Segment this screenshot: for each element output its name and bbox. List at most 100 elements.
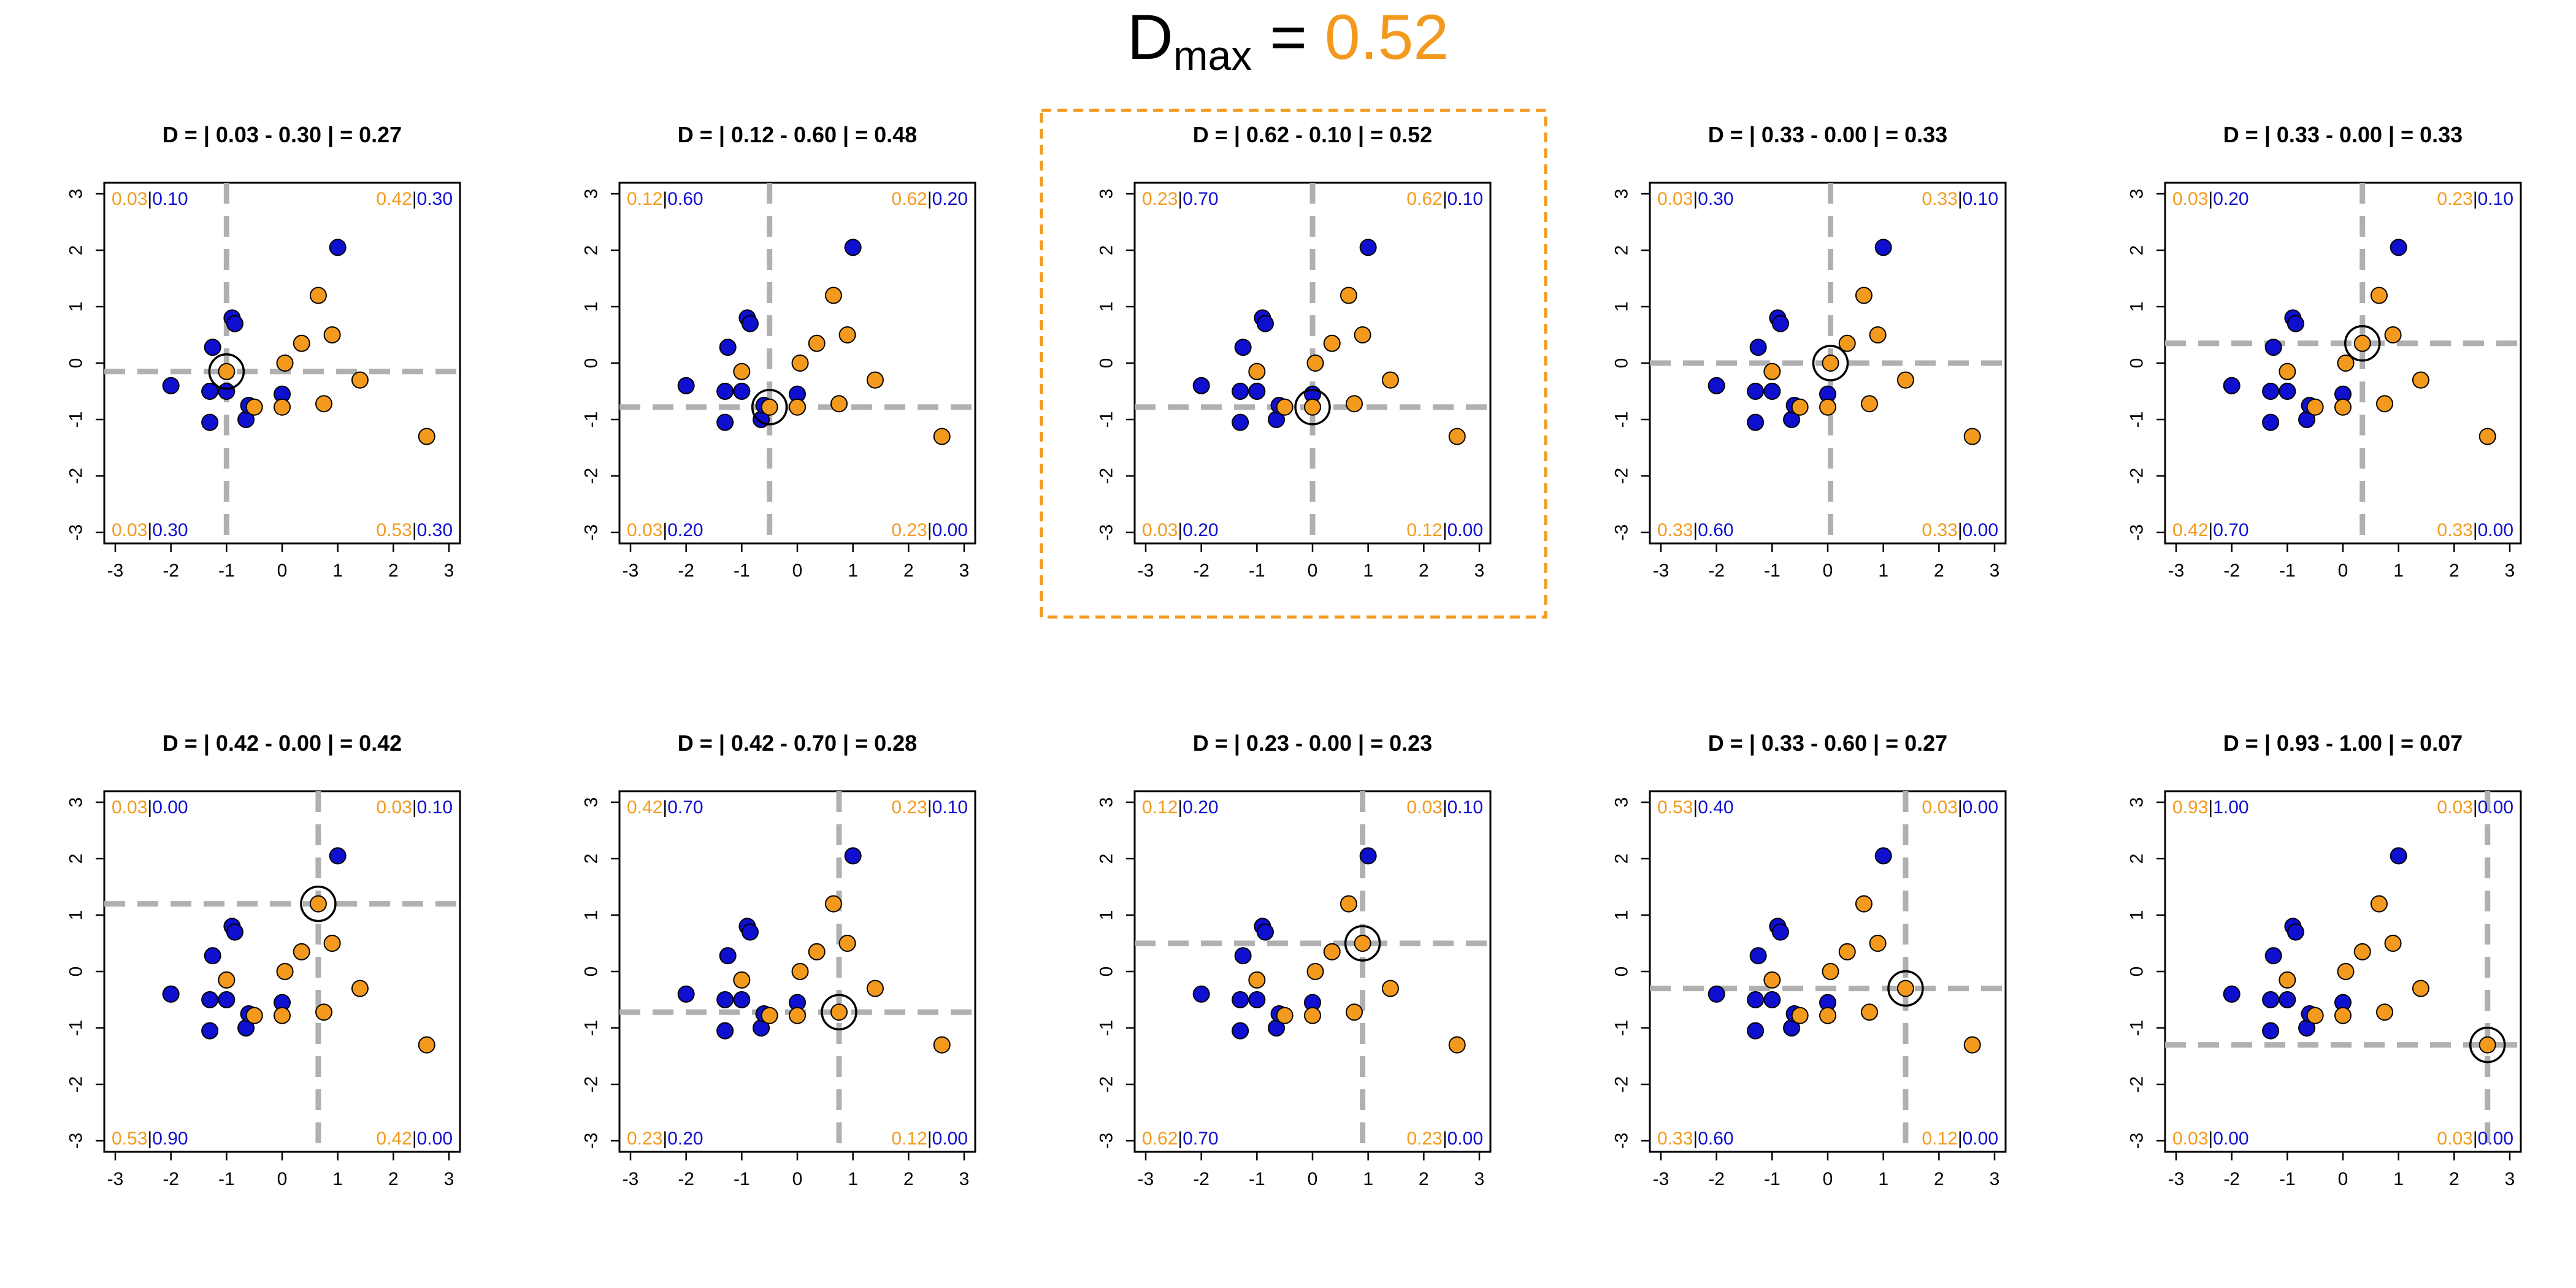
y-tick-label: 1: [2127, 302, 2147, 312]
blue-point: [2264, 339, 2282, 356]
blue-point: [1359, 847, 1377, 865]
quadrant-orange-fraction: 0.53: [112, 1129, 147, 1149]
orange-point: [838, 326, 856, 343]
orange-point: [733, 362, 751, 380]
quadrant-orange-fraction: 0.23: [1142, 189, 1178, 209]
quadrant-blue-fraction: 0.20: [2213, 189, 2248, 209]
orange-point: [1963, 427, 1981, 445]
x-tick-label: -1: [1249, 1169, 1265, 1189]
y-tick-label: 3: [66, 189, 86, 199]
panel-2: D = | 0.12 - 0.60 | = 0.48 -3 -2 -1 0 1 2 3 -3 -2…: [581, 122, 976, 581]
quadrant-orange-fraction: 0.03: [1657, 189, 1693, 209]
origin-marker: [751, 389, 788, 426]
x-tick-label: 0: [1308, 1169, 1318, 1189]
y-tick-label: -1: [1097, 412, 1117, 428]
y-tick-label: 3: [1612, 189, 1632, 199]
quadrant-tr-label: 0.42|0.30: [376, 189, 453, 209]
orange-point: [1869, 326, 1887, 343]
y-tick-label: 1: [581, 910, 602, 921]
panel-9: D = | 0.33 - 0.60 | = 0.27 -3 -2 -1 0 1 2 3 -3 -2…: [1612, 730, 2007, 1189]
quadrant-separator: |: [2473, 797, 2478, 818]
quadrant-br-label: 0.03|0.00: [2437, 1129, 2513, 1149]
orange-point: [1791, 398, 1809, 416]
orange-point: [2384, 326, 2402, 343]
orange-point: [1855, 895, 1873, 913]
y-tick-label: -3: [1612, 1133, 1632, 1149]
orange-point: [1822, 355, 1839, 372]
y-tick-label: -1: [2127, 1020, 2147, 1037]
blue-point: [741, 315, 759, 332]
orange-point: [351, 371, 369, 389]
quadrant-orange-fraction: 0.03: [1922, 797, 1957, 818]
y-tick-label: -1: [581, 1020, 602, 1037]
x-tick-label: 0: [1823, 561, 1833, 581]
blue-point: [162, 377, 180, 394]
x-tick-label: 2: [1934, 561, 1944, 581]
quadrant-separator: |: [927, 797, 932, 818]
quadrant-bl-label: 0.53|0.90: [112, 1129, 188, 1149]
panel-4: D = | 0.33 - 0.00 | = 0.33 -3 -2 -1 0 1 2 3 -3 -2…: [1612, 122, 2007, 581]
blue-point: [677, 377, 695, 394]
y-tick-label: 2: [1097, 854, 1117, 864]
blue-point: [2279, 383, 2296, 400]
x-tick-label: 3: [2505, 561, 2515, 581]
panel-1: D = | 0.03 - 0.30 | = 0.27 -3 -2 -1 0 1 2 3 -3 -2…: [66, 122, 461, 581]
quadrant-blue-fraction: 0.70: [2213, 520, 2248, 540]
orange-point: [2353, 334, 2371, 352]
blue-point: [1708, 985, 1725, 1003]
panel-title: D = | 0.42 - 0.00 | = 0.42: [163, 730, 402, 756]
orange-point: [1346, 1003, 1363, 1021]
quadrant-bl-label: 0.33|0.60: [1657, 1129, 1734, 1149]
orange-point: [791, 355, 809, 372]
quadrant-separator: |: [927, 189, 932, 209]
quadrant-orange-fraction: 0.23: [2437, 189, 2472, 209]
blue-point: [218, 991, 236, 1008]
orange-point: [2478, 1036, 2496, 1054]
orange-point: [1896, 979, 1914, 997]
blue-point: [1747, 1022, 1765, 1040]
quadrant-separator: |: [2208, 797, 2213, 818]
orange-point: [830, 1003, 848, 1021]
quadrant-separator: |: [1178, 797, 1183, 818]
orange-point: [1869, 935, 1887, 952]
quadrant-blue-fraction: 1.00: [2213, 797, 2248, 818]
blue-point: [204, 947, 221, 965]
blue-point: [1256, 315, 1274, 332]
blue-point: [1763, 383, 1781, 400]
quadrant-br-label: 0.53|0.30: [376, 520, 453, 540]
quadrant-orange-fraction: 0.62: [1406, 189, 1442, 209]
x-tick-label: 2: [388, 561, 399, 581]
x-tick-label: 1: [1878, 561, 1888, 581]
orange-point: [808, 334, 826, 352]
orange-point: [309, 895, 327, 913]
x-tick-label: 0: [2338, 1169, 2348, 1189]
quadrant-br-label: 0.23|0.00: [891, 520, 968, 540]
orange-point: [274, 1006, 291, 1024]
y-tick-label: -2: [581, 1076, 602, 1093]
blue-point: [1192, 985, 1210, 1003]
dmax-equals: =: [1252, 2, 1325, 73]
quadrant-separator: |: [2473, 1129, 2478, 1149]
quadrant-blue-fraction: 0.30: [417, 520, 453, 540]
orange-point: [1819, 1006, 1836, 1024]
quadrant-blue-fraction: 0.10: [932, 797, 968, 818]
blue-point: [733, 991, 751, 1008]
y-tick-label: 1: [1612, 910, 1632, 921]
quadrant-orange-fraction: 0.03: [112, 520, 147, 540]
quadrant-separator: |: [412, 797, 417, 818]
y-tick-label: 3: [1612, 797, 1632, 808]
origin-marker: [2469, 1026, 2506, 1064]
x-tick-label: 1: [848, 1169, 858, 1189]
quadrant-blue-fraction: 0.10: [2478, 189, 2513, 209]
quadrant-tr-label: 0.03|0.10: [1406, 797, 1483, 818]
x-tick-label: -2: [1193, 1169, 1209, 1189]
quadrant-orange-fraction: 0.42: [376, 1129, 412, 1149]
y-tick-label: -2: [1612, 1076, 1632, 1093]
blue-point: [2390, 239, 2407, 256]
y-tick-label: 0: [66, 967, 86, 977]
blue-point: [1234, 339, 1252, 356]
origin-marker: [208, 353, 245, 390]
panel-title: D = | 0.93 - 1.00 | = 0.07: [2223, 730, 2463, 756]
y-tick-label: 0: [1612, 358, 1632, 369]
orange-point: [1276, 1006, 1294, 1024]
